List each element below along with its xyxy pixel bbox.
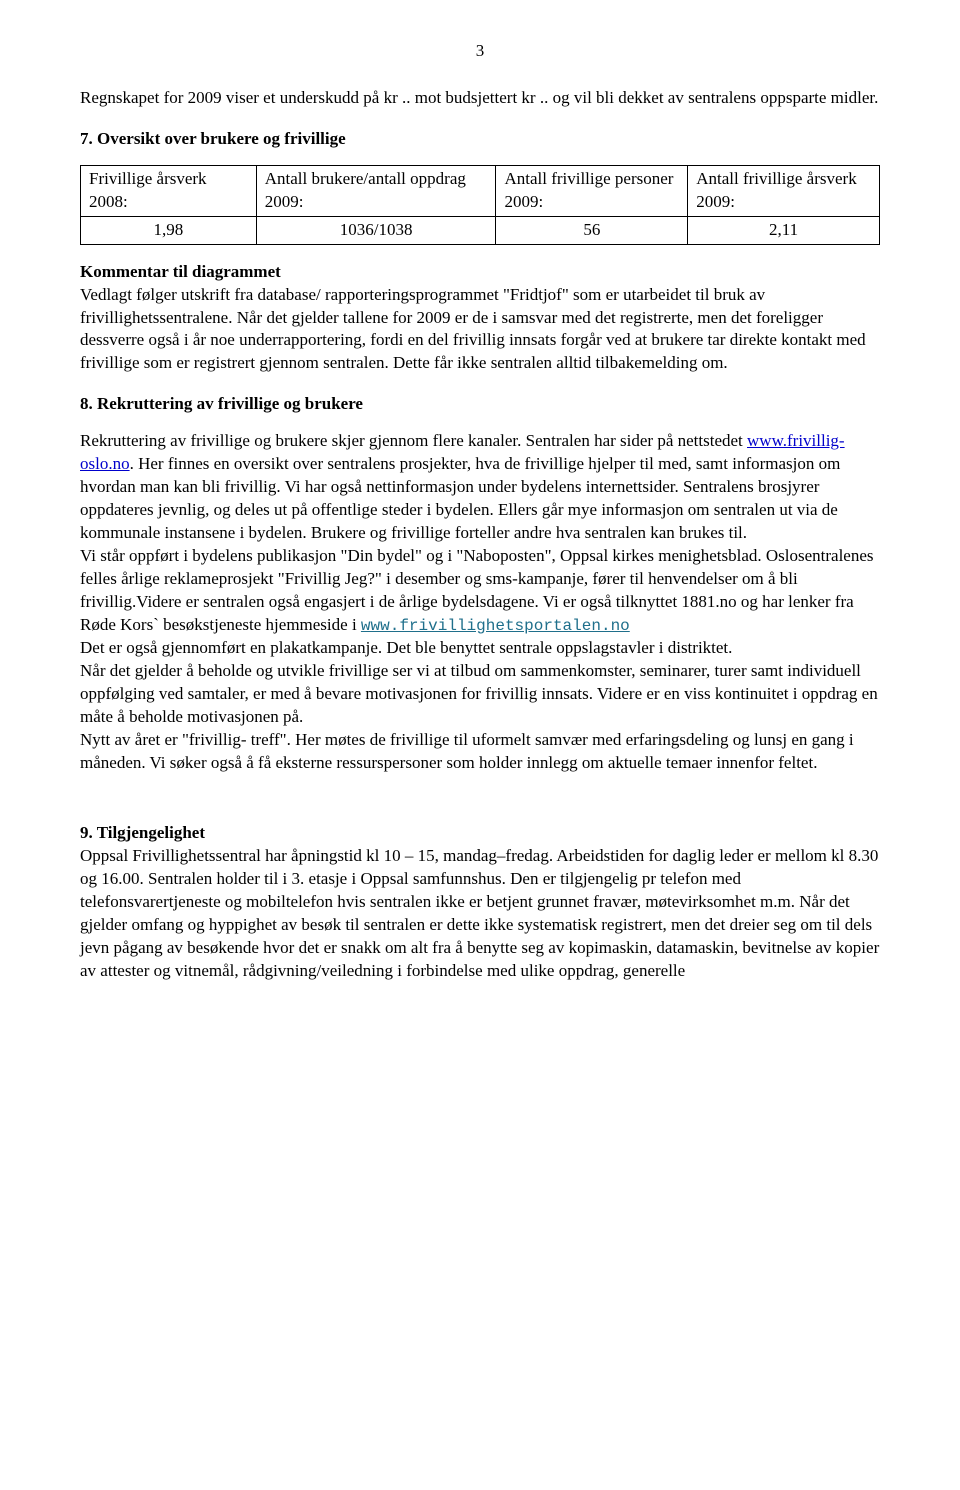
table-row: 1,98 1036/1038 56 2,11 [81,216,880,244]
recruitment-paragraph-4: Når det gjelder å beholde og utvikle fri… [80,660,880,729]
comment-paragraph: Kommentar til diagrammet Vedlagt følger … [80,261,880,376]
link-frivillighetsportalen[interactable]: www.frivillighetsportalen.no [361,617,630,635]
table-cell: 1,98 [81,216,257,244]
section-7-heading: 7. Oversikt over brukere og frivillige [80,128,880,151]
table-header-cell: Antall frivillige årsverk 2009: [688,165,880,216]
table-header-row: Frivillige årsverk 2008: Antall brukere/… [81,165,880,216]
text-fragment: . Her finnes en oversikt over sentralens… [80,454,840,542]
table-cell: 2,11 [688,216,880,244]
table-header-cell: Frivillige årsverk 2008: [81,165,257,216]
intro-paragraph: Regnskapet for 2009 viser et underskudd … [80,87,880,110]
recruitment-paragraph-2: Vi står oppført i bydelens publikasjon "… [80,545,880,637]
recruitment-paragraph-3: Det er også gjennomført en plakatkampanj… [80,637,880,660]
section-8-heading: 8. Rekruttering av frivillige og brukere [80,393,880,416]
comment-body: Vedlagt følger utskrift fra database/ ra… [80,285,866,373]
text-fragment: Rekruttering av frivillige og brukere sk… [80,431,747,450]
overview-table: Frivillige årsverk 2008: Antall brukere/… [80,165,880,245]
recruitment-paragraph-5: Nytt av året er "frivillig- treff". Her … [80,729,880,775]
comment-label: Kommentar til diagrammet [80,262,281,281]
page-number: 3 [80,40,880,63]
section-9-heading: 9. Tilgjengelighet [80,822,880,845]
table-cell: 1036/1038 [256,216,496,244]
table-cell: 56 [496,216,688,244]
table-header-cell: Antall frivillige personer 2009: [496,165,688,216]
table-header-cell: Antall brukere/antall oppdrag 2009: [256,165,496,216]
availability-paragraph: Oppsal Frivillighetssentral har åpningst… [80,845,880,983]
document-page: 3 Regnskapet for 2009 viser et underskud… [0,0,960,1040]
recruitment-paragraph-1: Rekruttering av frivillige og brukere sk… [80,430,880,545]
